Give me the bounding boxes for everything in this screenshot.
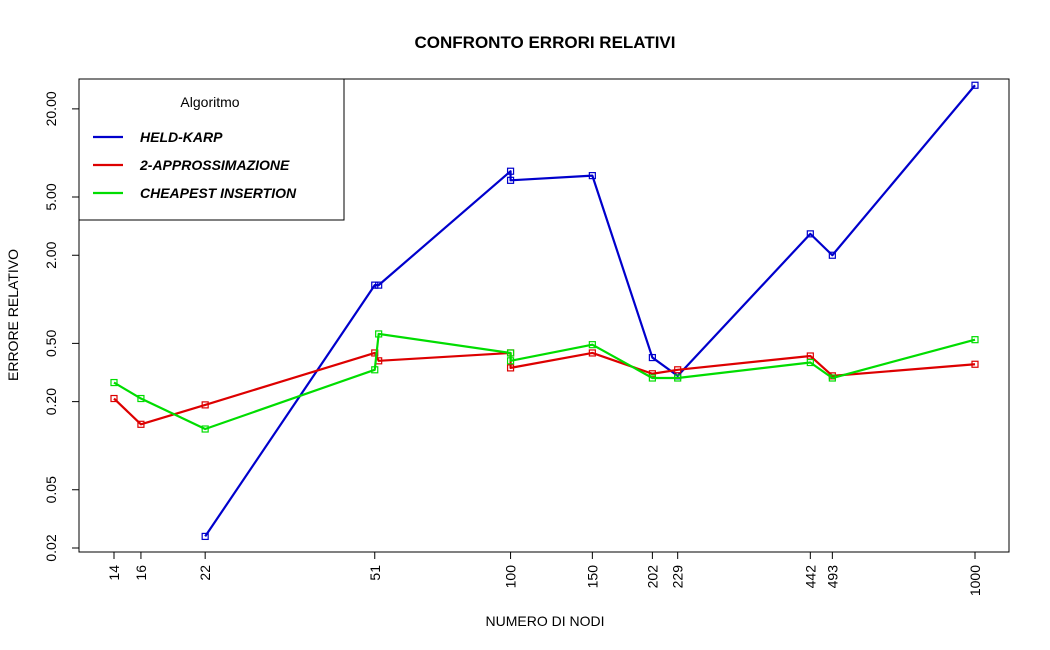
data-point	[110, 394, 118, 403]
x-tick-label: 51	[367, 565, 383, 581]
series-line	[113, 351, 976, 426]
y-axis-label: ERRORE RELATIVO	[5, 249, 21, 381]
legend-title: Algoritmo	[180, 94, 239, 110]
x-tick-label: 202	[644, 565, 660, 589]
legend-label: 2-APPROSSIMAZIONE	[139, 157, 290, 173]
data-point	[971, 81, 979, 89]
data-point	[828, 374, 836, 382]
x-tick-label: 100	[503, 565, 519, 589]
legend-item: HELD-KARP	[93, 129, 223, 145]
series-line	[113, 332, 976, 431]
data-point	[588, 349, 596, 357]
data-point	[137, 394, 145, 403]
legend-item: CHEAPEST INSERTION	[93, 185, 297, 201]
data-point	[828, 251, 836, 259]
x-tick-label: 16	[133, 565, 149, 581]
data-point	[648, 353, 656, 362]
x-axis-label: NUMERO DI NODI	[486, 613, 605, 629]
y-tick-label: 20.00	[43, 91, 59, 126]
x-tick-label: 229	[670, 565, 686, 589]
legend-label: HELD-KARP	[140, 129, 223, 145]
data-point	[971, 336, 979, 344]
chart-title: CONFRONTO ERRORI RELATIVI	[415, 33, 676, 52]
y-tick-label: 0.02	[43, 534, 59, 561]
data-point	[201, 401, 209, 409]
data-point	[371, 281, 379, 289]
data-point	[137, 420, 145, 428]
legend-box	[78, 78, 345, 221]
data-point	[506, 167, 515, 175]
data-point	[371, 366, 379, 374]
legend-items: HELD-KARP 2-APPROSSIMAZIONE CHEAPEST INSER…	[93, 129, 297, 201]
y-tick-label: 0.50	[43, 330, 59, 357]
data-point	[806, 358, 814, 367]
series-held-karp	[201, 81, 979, 541]
data-point	[375, 330, 383, 338]
x-tick-label: 22	[197, 565, 213, 581]
series-layer	[110, 81, 979, 541]
data-point	[588, 341, 596, 349]
data-point	[506, 349, 515, 357]
y-tick-label: 0.05	[43, 476, 59, 503]
x-tick-label: 1000	[967, 565, 983, 596]
legend: Algoritmo HELD-KARP 2-APPROSSIMAZIONE CHEA…	[78, 78, 345, 221]
data-point	[674, 366, 682, 374]
data-point	[674, 374, 682, 382]
y-axis: 0.02 0.05 0.20 0.50 2.00 5.00 20.00	[43, 91, 80, 562]
data-point	[201, 532, 209, 541]
y-tick-label: 0.20	[43, 388, 59, 415]
y-tick-label: 5.00	[43, 183, 59, 210]
x-axis: 14 16 22 51 100 150 202 229 442 493 1000	[106, 551, 983, 596]
legend-item: 2-APPROSSIMAZIONE	[93, 157, 290, 173]
series-cheapest-insertion	[110, 330, 979, 433]
x-tick-label: 150	[584, 565, 600, 589]
data-point	[506, 357, 515, 365]
x-tick-label: 493	[824, 565, 840, 589]
data-point	[506, 176, 515, 184]
data-point	[506, 364, 515, 372]
data-point	[588, 172, 596, 180]
x-tick-label: 14	[106, 565, 122, 581]
legend-label: CHEAPEST INSERTION	[140, 185, 297, 201]
x-tick-label: 442	[802, 565, 818, 589]
data-point	[110, 378, 118, 387]
data-point	[648, 374, 656, 382]
data-point	[375, 281, 383, 289]
data-point	[201, 425, 209, 433]
data-point	[971, 360, 979, 368]
data-point	[371, 349, 379, 357]
y-tick-label: 2.00	[43, 241, 59, 268]
data-point	[806, 230, 814, 238]
